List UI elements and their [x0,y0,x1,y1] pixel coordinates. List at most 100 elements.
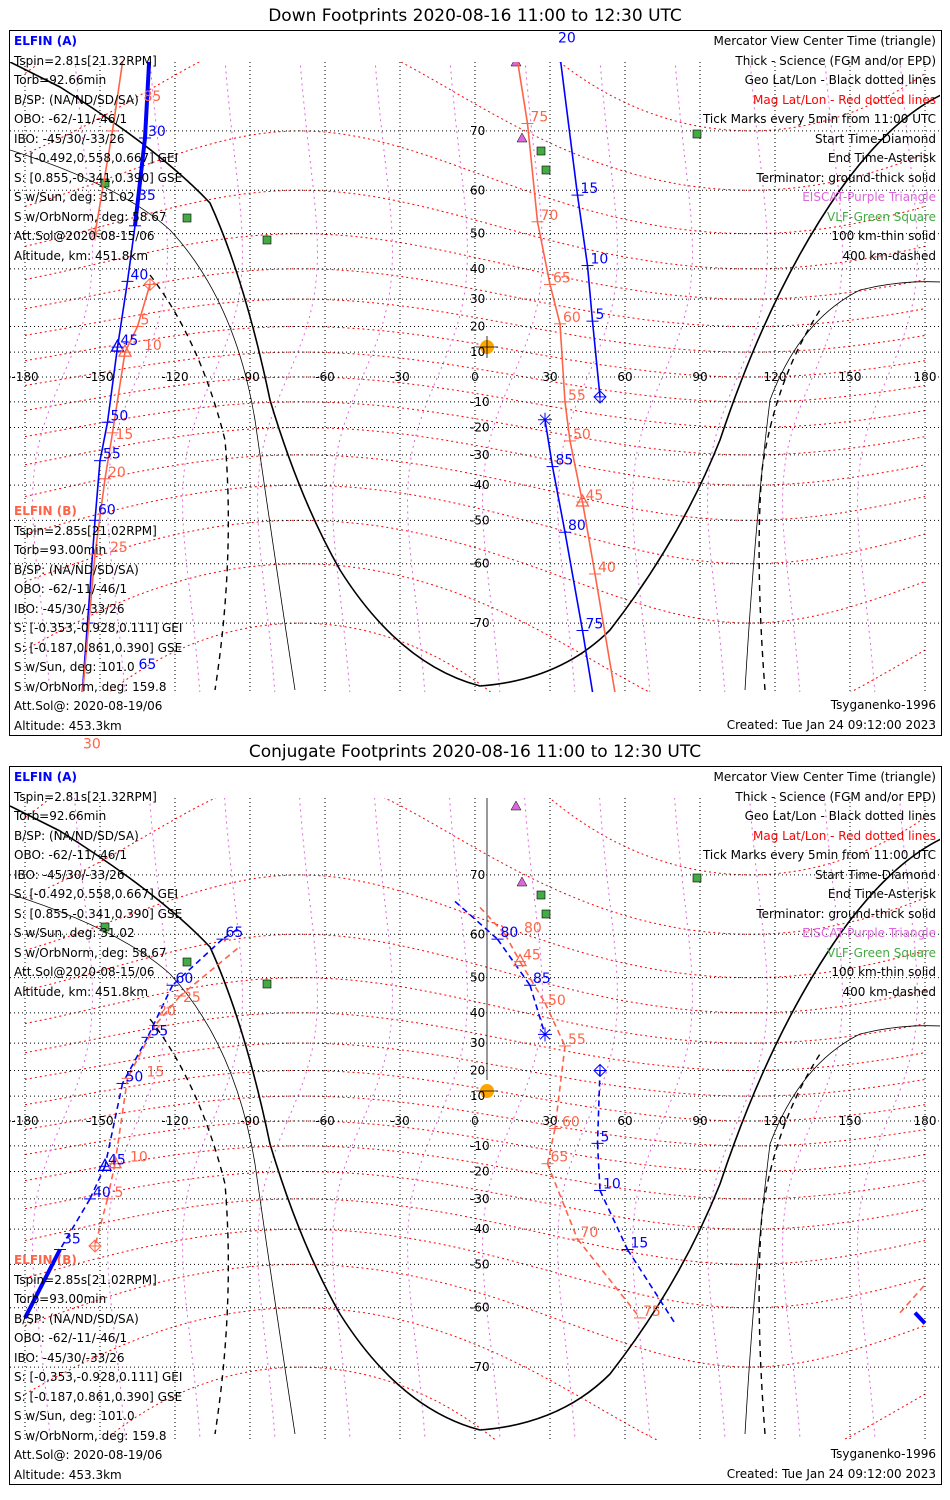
lon-tick-label: -120 [161,1114,188,1128]
track-segment [81,554,96,692]
lat-tick-label: 60 [470,183,485,197]
tick-label: 30 [83,736,101,752]
track-segment [586,265,594,322]
elfin-a-info: Altitude, km: 451.8km [14,248,149,263]
tick-label: 55 [103,447,121,463]
track-segment [564,401,571,442]
elfin-b-info: Tspin=2.85s[21.02RPM] [14,523,157,538]
track-segment [179,947,239,997]
panel-title: Conjugate Footprints 2020-08-16 11:00 to… [248,742,702,762]
track-segment [544,419,554,467]
elfin-b-name: ELFIN (B) [14,1253,77,1267]
mag-lat-line [24,874,926,979]
model-label: Tsyganenko-1996 [830,698,936,712]
vlf-square [262,235,272,245]
lon-tick-label: 0 [471,370,479,384]
track-segment [154,995,181,1026]
legend-item: Thick - Science (FGM and/or EPD) [735,789,936,804]
end-asterisk [538,1027,552,1042]
legend-item: Terminator: ground-thick solid [756,170,936,185]
lat-tick-label: -10 [470,1139,490,1153]
mag-lat-line [108,622,492,692]
elfin-a-info: S: [-0.492,0.558,0.667] GEI [14,887,179,901]
tick-label: 75 [643,1304,661,1320]
lon-tick-label: -180 [11,1114,38,1128]
lat-tick-label: -70 [470,1360,490,1374]
model-label: Tsyganenko-1996 [830,1447,936,1461]
track-segment [581,501,596,575]
elfin-a-info: S: [0.855,-0.341,0.390] GSE [14,906,183,921]
lon-tick-label: -30 [390,370,410,384]
tick-label: 10 [130,1150,148,1166]
legend-item: 400 km-dashed [842,984,936,999]
tick-label: 75 [531,110,549,126]
elfin-a-info: Altitude, km: 451.8km [14,984,149,999]
track-segment [536,221,551,285]
vlf-square [536,146,546,156]
elfin-a-info: B/SP: (NA/ND/SD/SA) [14,92,139,107]
legend-item: Geo Lat/Lon - Black dotted lines [744,73,936,87]
track-segment [899,1284,926,1314]
mag-lat-line [24,62,926,132]
legend-item: VLF-Green Square [827,945,936,960]
tick-label: 85 [533,971,551,987]
legend-item: Mag Lat/Lon - Red dotted lines [752,92,936,107]
track-segment [94,1198,109,1247]
tick-label: 45 [121,333,139,349]
tick-label: 65 [551,1150,569,1166]
lat-tick-label: -20 [470,1165,490,1179]
tick-label: 50 [573,427,591,443]
eiscat-triangle [516,876,528,887]
elfin-b-info: S: [-0.353,-0.928,0.111] GEI [14,621,183,635]
elfin-a-info: Torb=92.66min [14,73,107,87]
panel-title: Down Footprints 2020-08-16 11:00 to 12:3… [268,6,682,26]
tick-label: 5 [596,307,605,323]
lat-tick-label: 70 [470,868,485,882]
mag-lat-line [24,130,926,235]
mag-lat-line [24,519,926,624]
lon-tick-label: 180 [914,1114,937,1128]
elfin-b-info: S: [-0.353,-0.928,0.111] GEI [14,1370,183,1384]
track-segment [86,520,96,624]
track-segment [121,1036,149,1084]
tick-label: 10 [591,252,609,268]
terminator [10,805,940,1435]
track-segment [89,1165,106,1200]
eiscat-triangle [516,132,528,143]
lon-tick-label: 150 [839,1114,862,1128]
tick-label: 20 [108,465,126,481]
legend-item: End Time-Asterisk [827,151,936,165]
tick-label: 55 [151,1023,169,1039]
elfin-b-info: S w/Sun, deg: 101.0 [14,660,135,674]
vlf-square [692,873,702,883]
lon-tick-label: 150 [839,370,862,384]
map-area [10,62,940,692]
terminator-100km [10,893,940,1435]
tick-label: 5 [141,312,150,328]
track-segment [551,466,566,533]
lon-tick-label: 30 [542,370,557,384]
mag-lat-line [24,62,926,191]
created-timestamp: Created: Tue Jan 24 09:12:00 2023 [726,718,936,732]
track-segment [23,1248,62,1319]
legend-item: 100 km-thin solid [831,965,936,979]
track-segment [591,321,601,397]
track-segment [559,62,579,196]
lat-tick-label: -40 [470,1222,490,1236]
tick-label: 15 [116,427,134,443]
track-segment [564,532,584,631]
mag-lon-line [181,798,244,1440]
lat-tick-label: -20 [470,421,490,435]
tick-label: 15 [147,1064,165,1080]
track-segment [569,440,584,503]
elfin-a-info: OBO: -62/-11/-46/1 [14,112,128,126]
elfin-b-info: IBO: -45/30/-33/26 [14,1350,125,1365]
track-segment [104,1083,124,1167]
lon-tick-label: -150 [86,1114,113,1128]
track-segment [222,928,238,940]
elfin-b-info: Tspin=2.85s[21.02RPM] [14,1272,157,1287]
vlf-square [541,165,551,175]
legend-item: Mag Lat/Lon - Red dotted lines [752,828,936,843]
track-segment [581,630,594,692]
mag-lat-line [24,798,926,935]
